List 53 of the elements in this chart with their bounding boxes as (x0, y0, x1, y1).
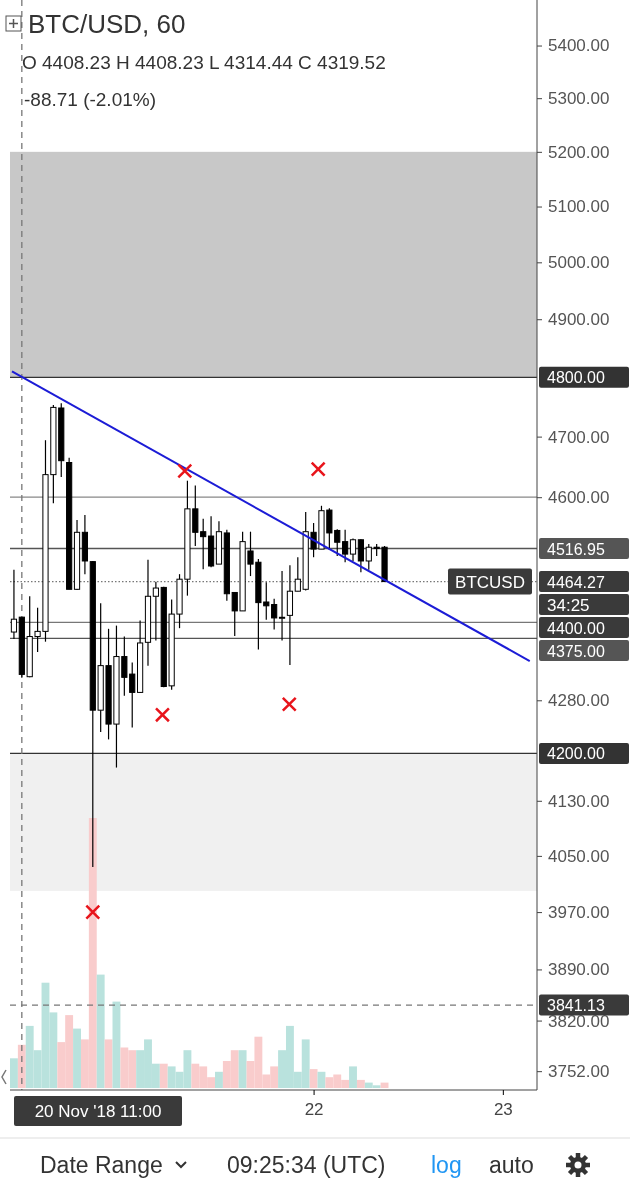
point (85, 904, 101, 920)
x-tick-label: 22 (304, 1100, 324, 1120)
bar (159, 1063, 168, 1088)
bar (73, 1028, 81, 1088)
bar (356, 1079, 365, 1088)
y-tick-label: 4130.00 (548, 791, 610, 811)
y-tick-label: 5100.00 (548, 197, 610, 217)
candlestick (152, 581, 159, 641)
bar (10, 1058, 18, 1088)
bar (96, 974, 105, 1088)
candlestick (342, 529, 349, 563)
y-tick-label: 4900.00 (548, 310, 610, 330)
point (177, 463, 193, 479)
candlestick (278, 570, 286, 641)
bar (238, 1050, 247, 1088)
annotation: BTCUSD (455, 572, 525, 592)
point (154, 707, 171, 723)
y-tick-label: 4050.00 (548, 846, 610, 866)
y-tick-label: 3970.00 (548, 903, 610, 923)
text: O 4408.23 H 4408.23 L 4314.44 C 4319.52 (22, 52, 386, 73)
bar (349, 1066, 357, 1088)
text: 34:25 (547, 595, 590, 615)
y-tick-label: 4700.00 (548, 427, 610, 447)
ref-line-label: 4464.27 (547, 573, 605, 591)
x-tick-label: 23 (493, 1100, 513, 1120)
text: auto (489, 1152, 534, 1178)
ref-line-label: 4375.00 (547, 642, 605, 660)
bar (17, 1044, 26, 1088)
annotation: -88.71 (-2.01%) (24, 89, 157, 110)
y-tick-label: 3752.00 (548, 1062, 610, 1082)
y-tick-label: 5300.00 (548, 89, 610, 109)
bar (309, 1069, 318, 1088)
ref-line-label: 4800.00 (547, 369, 605, 387)
candlestick (357, 538, 364, 573)
y-tick-label: 5000.00 (548, 253, 610, 273)
text: log (431, 1152, 462, 1178)
ref-line-label: 4400.00 (547, 619, 605, 637)
y-tick-label: 3890.00 (548, 960, 610, 980)
ref-line-label: 20 Nov '18 11:00 (34, 1102, 162, 1121)
y-tick-label: 5400.00 (548, 36, 610, 56)
text: 09:25:34 (UTC) (227, 1152, 386, 1178)
bar (104, 1039, 113, 1088)
text: Date Range (40, 1152, 163, 1178)
y-tick-label: 4280.00 (548, 691, 610, 711)
candlestick (10, 569, 18, 640)
ref-line-label: 4516.95 (547, 540, 605, 558)
y-tick-label: 5200.00 (548, 142, 610, 162)
point (310, 461, 326, 477)
bar (215, 1071, 223, 1088)
chart-title: BTC/USD, 60 (28, 9, 186, 39)
point (281, 696, 297, 712)
ref-line-label: 4200.00 (547, 745, 605, 763)
y-tick-label: 4600.00 (548, 488, 610, 508)
